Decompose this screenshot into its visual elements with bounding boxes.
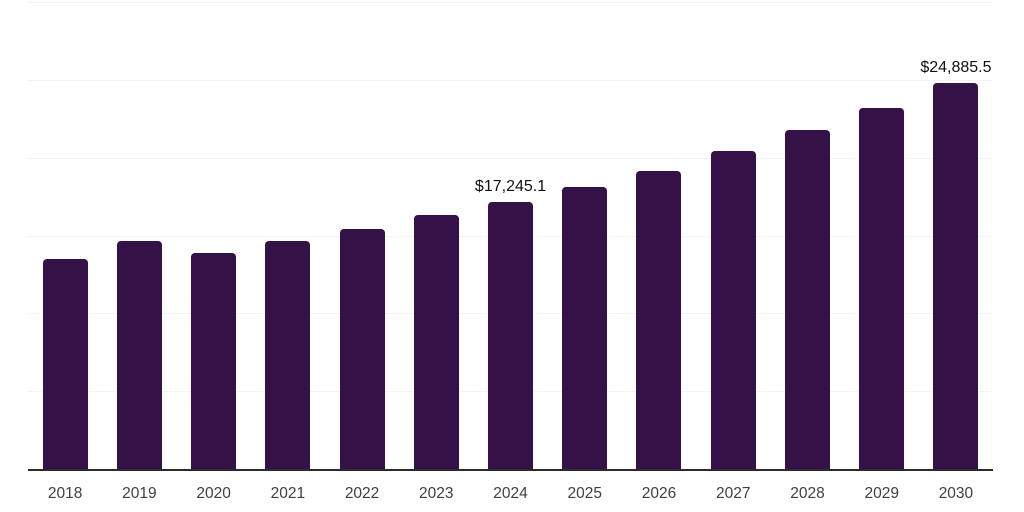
x-tick-2025: 2025: [567, 485, 602, 502]
bar-slot-2020: [176, 3, 250, 470]
bar-slot-2024: $17,245.1: [473, 3, 547, 470]
bars-container: $17,245.1 $24,885.5: [28, 3, 993, 470]
bar-2023: [413, 214, 459, 470]
bar-slot-2023: [399, 3, 473, 470]
bar-2024: [488, 201, 534, 470]
x-tick-2030: 2030: [938, 485, 974, 502]
bar-value-label-2024: $17,245.1: [474, 177, 547, 195]
bar-2028: [784, 129, 830, 470]
x-tick-2020: 2020: [196, 485, 231, 502]
bar-slot-2028: [770, 3, 844, 470]
bar-2029: [859, 107, 905, 470]
bar-slot-2027: [696, 3, 770, 470]
x-tick-2027: 2027: [715, 485, 751, 502]
bar-2027: [710, 150, 756, 470]
bar-2025: [562, 186, 608, 470]
x-tick-2021: 2021: [270, 485, 306, 502]
x-tick-2029: 2029: [864, 485, 899, 502]
bar-2020: [191, 252, 237, 470]
bar-slot-2018: [28, 3, 102, 470]
x-axis-line: [28, 469, 993, 471]
bar-slot-2026: [622, 3, 696, 470]
gridline-20000: [28, 157, 993, 159]
x-tick-2019: 2019: [122, 485, 157, 502]
gridline-25000: [28, 79, 993, 81]
x-tick-2022: 2022: [344, 485, 380, 502]
x-tick-2028: 2028: [790, 485, 825, 502]
x-axis-labels: 2018 2019 2020 2021 2022 2023 2024 2025 2026 2027…: [28, 483, 993, 504]
bar-slot-2025: [548, 3, 622, 470]
plot-area: $17,245.1 $24,885.5: [28, 2, 993, 471]
bar-slot-2021: [251, 3, 325, 470]
bar-value-label-2030: $24,885.5: [920, 58, 992, 76]
bar-2021: [265, 240, 311, 470]
bar-slot-2022: [325, 3, 399, 470]
bar-2022: [339, 228, 385, 470]
bar-slot-2030: $24,885.5: [919, 3, 993, 470]
bar-slot-2019: [102, 3, 176, 470]
x-tick-2024: 2024: [493, 485, 528, 502]
bar-2026: [636, 170, 682, 470]
x-tick-2026: 2026: [641, 485, 677, 502]
x-tick-2023: 2023: [419, 485, 454, 502]
bar-2030: [933, 82, 979, 470]
bar-slot-2029: [845, 3, 919, 470]
bar-2018: [42, 258, 88, 470]
bar-2019: [116, 241, 162, 470]
gridline-30000: [28, 2, 993, 3]
x-tick-2018: 2018: [47, 485, 83, 502]
